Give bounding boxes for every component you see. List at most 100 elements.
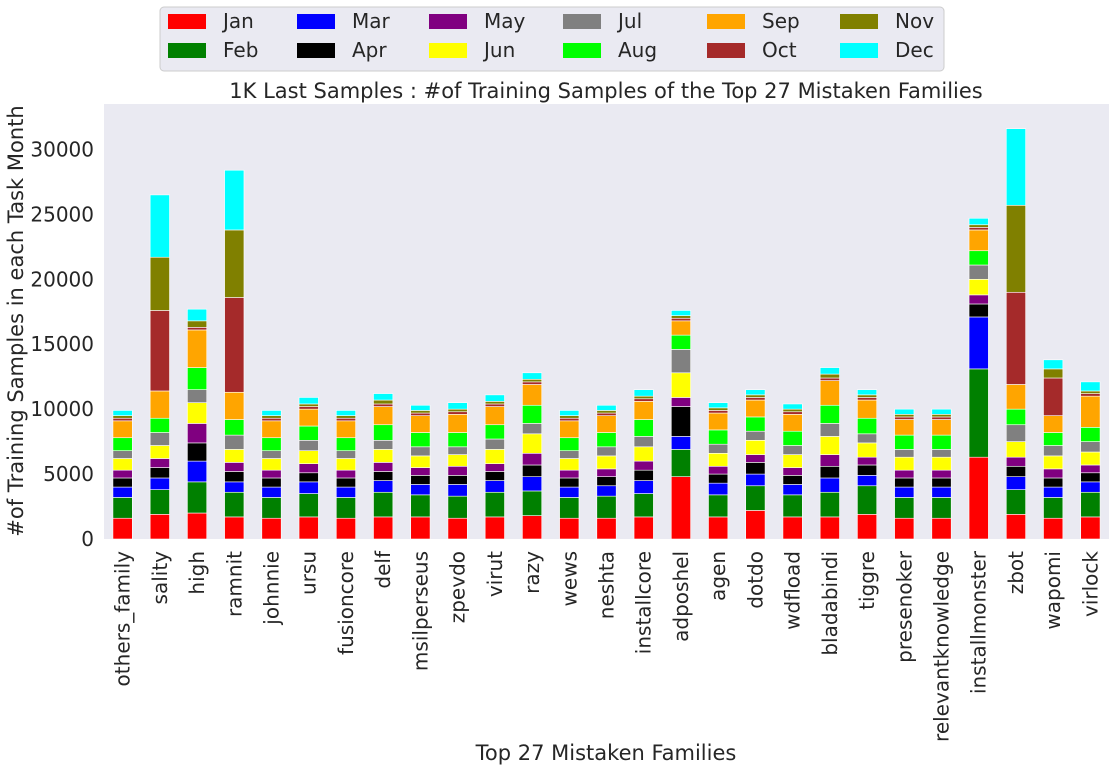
legend-swatch-sep [707, 14, 745, 29]
bar-installmonster-apr [968, 303, 989, 318]
bar-high-may [187, 423, 208, 444]
x-tick-label: others_family [111, 551, 135, 687]
bar-virut-dec [484, 394, 505, 402]
bar-virlock-sep [1080, 395, 1101, 428]
bar-presenoker-aug [894, 434, 915, 450]
bar-wews-sep [559, 420, 580, 439]
bar-zpevdo-apr [447, 475, 468, 485]
bar-dotdo-apr [745, 462, 766, 475]
bar-virut-feb [484, 491, 505, 518]
bar-johnnie-jul [261, 450, 282, 459]
legend-label-sep: Sep [762, 9, 800, 33]
x-tick-label: neshta [595, 551, 619, 619]
bar-zbot-apr [1005, 465, 1026, 477]
bar-installmonster-oct [968, 227, 989, 231]
bar-razy-apr [522, 464, 543, 477]
legend-label-jun: Jun [482, 38, 515, 62]
legend-swatch-apr [297, 43, 335, 58]
bar-agen-mar [708, 482, 729, 496]
bar-ursu-jun [298, 450, 319, 464]
x-tick-label: bladabindi [818, 551, 842, 656]
x-tick-label: johnnie [260, 551, 284, 626]
bar-tiggre-jul [857, 433, 878, 444]
bar-agen-dec [708, 402, 729, 409]
bar-bladabindi-oct [819, 377, 840, 381]
bar-sality-feb [149, 489, 170, 515]
bar-installmonster-may [968, 294, 989, 305]
x-tick-label: dotdo [743, 551, 767, 609]
bar-fusioncore-apr [335, 477, 356, 488]
bar-wdfload-apr [782, 475, 803, 485]
x-tick-label: agen [706, 551, 730, 601]
bar-neshta-feb [596, 495, 617, 519]
bar-ursu-may [298, 463, 319, 474]
bar-johnnie-oct [261, 417, 282, 422]
bar-zpevdo-nov [447, 408, 468, 413]
bar-high-jan [187, 512, 208, 540]
bar-installcore-dec [633, 389, 654, 397]
bars-group [112, 128, 1101, 540]
bar-installmonster-feb [968, 368, 989, 458]
bar-ursu-nov [298, 403, 319, 407]
bar-johnnie-jun [261, 458, 282, 471]
bar-zpevdo-aug [447, 432, 468, 448]
x-tick-label: ursu [297, 551, 321, 595]
bar-neshta-jan [596, 517, 617, 540]
bar-wews-jan [559, 517, 580, 540]
bar-delf-jun [373, 449, 394, 463]
legend-swatch-feb [168, 43, 206, 58]
bar-high-dec [187, 308, 208, 322]
bar-ramnit-jun [224, 449, 245, 463]
bar-zbot-jun [1005, 441, 1026, 458]
bar-others_family-jun [112, 458, 133, 471]
bar-wews-jun [559, 458, 580, 471]
bar-relevantknowledge-nov [931, 414, 952, 418]
bar-high-apr [187, 442, 208, 462]
bar-zpevdo-jun [447, 454, 468, 467]
legend-swatch-dec [840, 43, 878, 58]
bar-tiggre-jan [857, 514, 878, 540]
bar-zpevdo-sep [447, 414, 468, 433]
bar-zbot-may [1005, 456, 1026, 467]
bar-dotdo-aug [745, 416, 766, 432]
bar-neshta-aug [596, 432, 617, 448]
bar-tiggre-apr [857, 464, 878, 476]
bar-msilperseus-jan [410, 516, 431, 540]
bar-wapomi-apr [1043, 477, 1064, 488]
bar-bladabindi-sep [819, 380, 840, 406]
bar-johnnie-mar [261, 486, 282, 498]
bar-wapomi-jan [1043, 517, 1064, 540]
bar-installcore-nov [633, 395, 654, 400]
x-tick-label: installcore [632, 551, 656, 654]
bar-fusioncore-sep [335, 420, 356, 439]
bar-adposhel-dec [670, 310, 691, 316]
bar-installcore-may [633, 460, 654, 471]
bar-virlock-may [1080, 464, 1101, 474]
bar-delf-nov [373, 399, 394, 405]
legend-swatch-jan [168, 14, 206, 29]
legend-label-aug: Aug [618, 38, 657, 62]
bar-adposhel-aug [670, 334, 691, 350]
bar-high-jun [187, 402, 208, 424]
y-tick-label: 15000 [30, 332, 94, 356]
bar-zbot-jan [1005, 514, 1026, 540]
bar-virlock-jun [1080, 451, 1101, 466]
bar-virlock-dec [1080, 381, 1101, 392]
bar-wapomi-aug [1043, 432, 1064, 446]
y-tick-label: 5000 [43, 462, 94, 486]
bar-neshta-jul [596, 446, 617, 457]
bar-ramnit-feb [224, 491, 245, 518]
bar-msilperseus-jun [410, 455, 431, 468]
legend-swatch-jun [429, 43, 467, 58]
bar-johnnie-feb [261, 497, 282, 519]
bar-virut-oct [484, 403, 505, 407]
bar-neshta-may [596, 468, 617, 477]
bar-wdfload-nov [782, 408, 803, 413]
bar-ursu-dec [298, 397, 319, 405]
bar-installcore-mar [633, 480, 654, 494]
bar-high-aug [187, 367, 208, 390]
bar-adposhel-jun [670, 372, 691, 398]
bar-installmonster-nov [968, 224, 989, 228]
legend-swatch-nov [840, 14, 878, 29]
bar-others_family-nov [112, 415, 133, 419]
